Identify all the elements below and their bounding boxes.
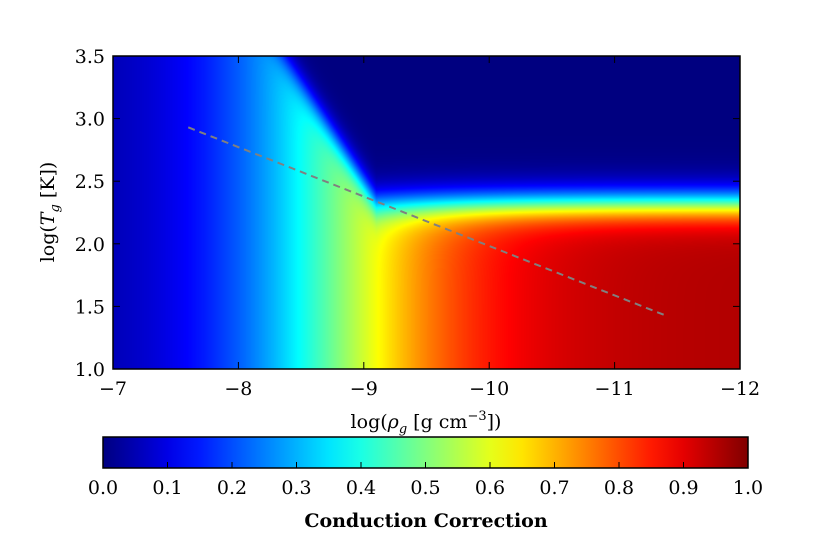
- plot-frame: [112, 55, 741, 370]
- x-tick-label: −12: [720, 378, 760, 400]
- x-tick-label: −8: [224, 378, 252, 400]
- colorbar-tick-label: 1.0: [733, 477, 763, 499]
- colorbar-tick-label: 0.7: [539, 477, 569, 499]
- x-label-sup: −3: [467, 409, 486, 424]
- heatmap-canvas: [113, 56, 740, 369]
- colorbar-tick-label: 0.5: [410, 477, 440, 499]
- colorbar-tick-label: 0.2: [217, 477, 247, 499]
- y-label-symbol: T: [37, 211, 59, 225]
- colorbar-tick-label: 0.4: [346, 477, 376, 499]
- x-tick-label: −11: [595, 378, 635, 400]
- y-axis-label: log(Tg [K]): [37, 162, 63, 263]
- colorbar-ticks: 0.0 0.1 0.2 0.3 0.4 0.5 0.6 0.7 0.8 0.9 1.0: [88, 462, 763, 499]
- colorbar-label: Conduction Correction: [304, 510, 548, 532]
- y-label-sub: g: [48, 204, 63, 212]
- x-axis-label: log(ρg [g cm−3]): [351, 409, 502, 437]
- y-label-prefix: log(: [37, 225, 59, 262]
- x-label-sub: g: [399, 422, 407, 437]
- colorbar-tick-label: 0.0: [88, 477, 118, 499]
- colorbar-tick-label: 0.9: [668, 477, 698, 499]
- x-tick-label: −9: [350, 378, 378, 400]
- x-tick-label: −7: [99, 378, 127, 400]
- colorbar-tick-label: 0.3: [281, 477, 311, 499]
- y-tick-label: 2.5: [75, 171, 105, 193]
- x-label-suffix: ]): [487, 411, 502, 433]
- y-axis-ticks: 1.0 1.5 2.0 2.5 3.0 3.5: [75, 46, 740, 381]
- colorbar-tick-label: 0.1: [152, 477, 182, 499]
- colorbar-tick-label: 0.8: [604, 477, 634, 499]
- x-label-symbol: ρ: [387, 411, 400, 433]
- y-label-suffix: [K]): [37, 162, 59, 204]
- y-tick-label: 3.0: [75, 109, 105, 131]
- x-label-unit: [g cm: [407, 411, 467, 433]
- y-tick-label: 1.5: [75, 296, 105, 318]
- x-axis-ticks: −7 −8 −9 −10 −11 −12: [99, 56, 760, 400]
- x-label-prefix: log(: [351, 411, 388, 433]
- colorbar-tick-label: 0.6: [475, 477, 505, 499]
- heatmap-area: [113, 56, 740, 369]
- y-tick-label: 1.0: [75, 359, 105, 381]
- dashed-overlay-line: [187, 126, 666, 317]
- y-tick-label: 2.0: [75, 234, 105, 256]
- x-tick-label: −10: [469, 378, 509, 400]
- y-tick-label: 3.5: [75, 46, 105, 68]
